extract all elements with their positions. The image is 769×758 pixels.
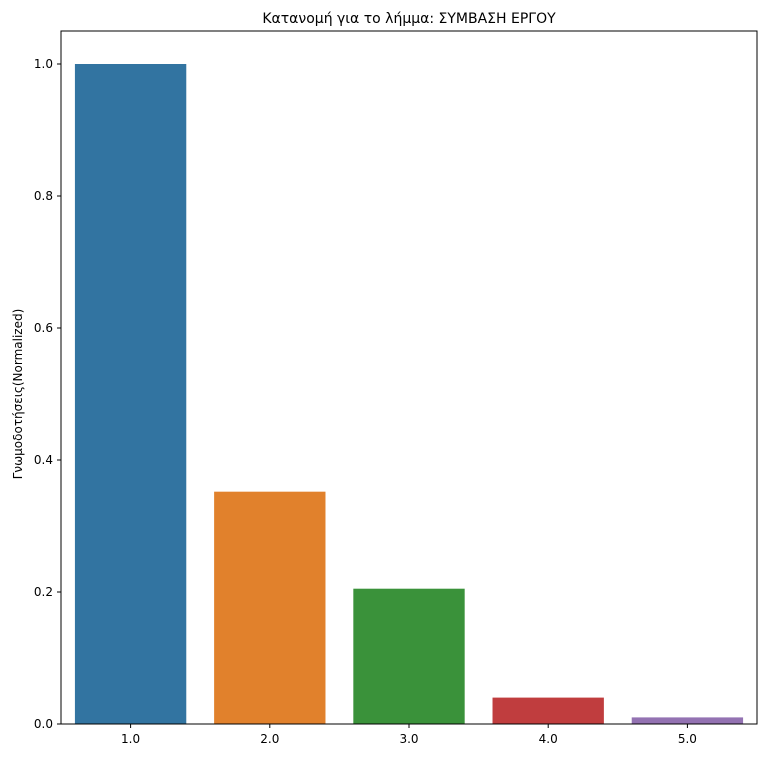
bars-group xyxy=(74,64,744,724)
x-tick-label: 3.0 xyxy=(399,732,418,746)
x-tick-label: 1.0 xyxy=(121,732,140,746)
y-tick-label: 0.4 xyxy=(34,453,53,467)
y-axis-label: Γνωμοδοτήσεις(Normalized) xyxy=(11,309,25,480)
y-tick-label: 0.0 xyxy=(34,717,53,731)
y-tick-label: 1.0 xyxy=(34,57,53,71)
bar-1.0 xyxy=(74,64,187,724)
bar-4.0 xyxy=(492,697,604,724)
plot-frame xyxy=(60,30,758,725)
y-tick-label: 0.8 xyxy=(34,189,53,203)
bar-2.0 xyxy=(214,491,326,724)
bar-3.0 xyxy=(353,588,465,724)
bar-5.0 xyxy=(631,717,744,724)
y-ticks-group: 0.0 0.2 0.4 0.6 0.8 1.0 xyxy=(34,57,61,731)
x-tick-label: 5.0 xyxy=(678,732,697,746)
x-tick-label: 2.0 xyxy=(260,732,279,746)
x-tick-label: 4.0 xyxy=(539,732,558,746)
chart-title: Κατανομή για το λήμμα: ΣΥΜΒΑΣΗ ΕΡΓΟΥ xyxy=(262,11,556,27)
y-tick-label: 0.6 xyxy=(34,321,53,335)
x-ticks-group: 1.0 2.0 3.0 4.0 5.0 xyxy=(121,724,697,746)
y-tick-label: 0.2 xyxy=(34,585,53,599)
